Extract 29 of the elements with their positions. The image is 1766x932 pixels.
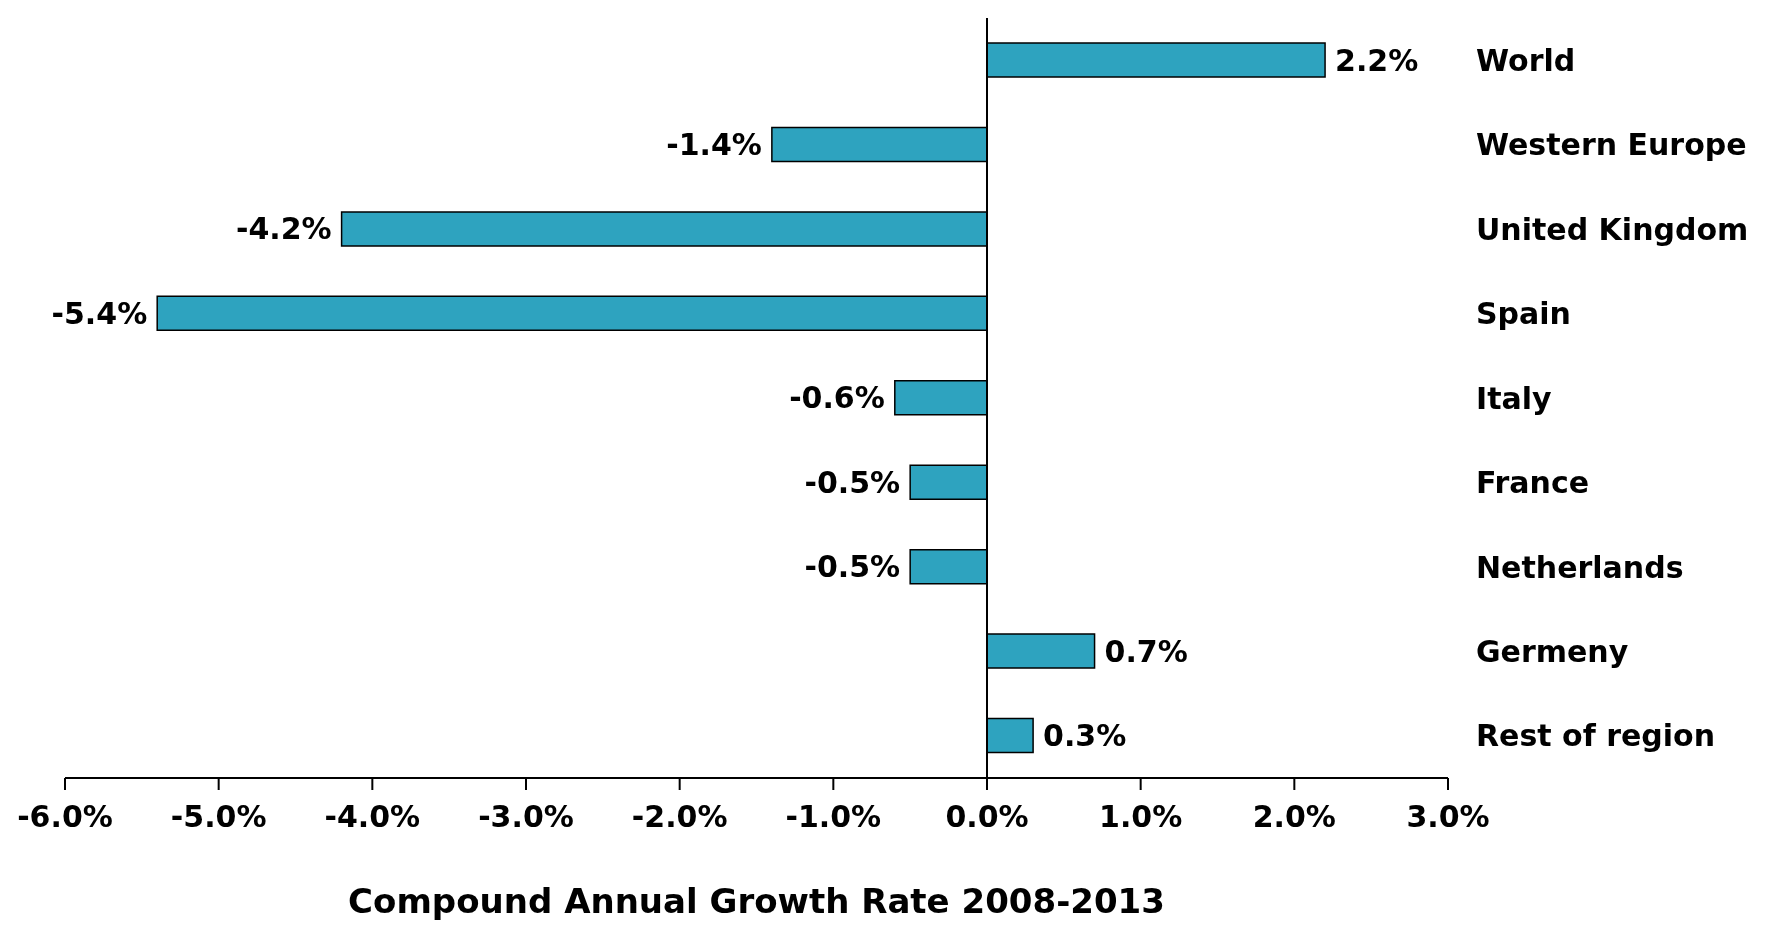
x-tick-label: 2.0% (1252, 799, 1336, 835)
y-tick-label: United Kingdom (1476, 211, 1749, 247)
data-label: -5.4% (51, 295, 148, 331)
x-tick-label: -6.0% (17, 799, 113, 835)
data-label: -0.5% (804, 464, 901, 500)
y-tick-label: Western Europe (1476, 127, 1747, 163)
x-tick-label: -3.0% (478, 799, 574, 835)
data-label: 2.2% (1335, 42, 1419, 78)
x-axis-title: Compound Annual Growth Rate 2008-2013 (348, 881, 1165, 921)
data-label: 0.7% (1104, 633, 1188, 669)
y-tick-label: World (1476, 42, 1576, 78)
y-tick-label: Netherlands (1476, 549, 1684, 585)
x-tick-label: -2.0% (631, 799, 728, 835)
y-tick-label: France (1476, 465, 1590, 501)
data-label: -0.6% (789, 380, 885, 416)
x-tick-label: -4.0% (324, 799, 421, 835)
y-tick-label: Germeny (1476, 633, 1629, 669)
x-tick-label: -5.0% (170, 799, 267, 835)
x-tick-label: -1.0% (785, 799, 882, 835)
x-tick-label: 0.0% (945, 799, 1029, 835)
data-label: -0.5% (804, 549, 901, 585)
data-label: -4.2% (235, 211, 332, 247)
data-label: -1.4% (666, 126, 762, 162)
y-tick-label: Rest of region (1476, 718, 1716, 754)
y-tick-label: Spain (1476, 296, 1571, 332)
x-tick-label: 3.0% (1406, 799, 1490, 835)
y-tick-label: Italy (1476, 380, 1553, 416)
x-tick-label: 1.0% (1099, 799, 1183, 835)
data-label: 0.3% (1043, 718, 1127, 754)
